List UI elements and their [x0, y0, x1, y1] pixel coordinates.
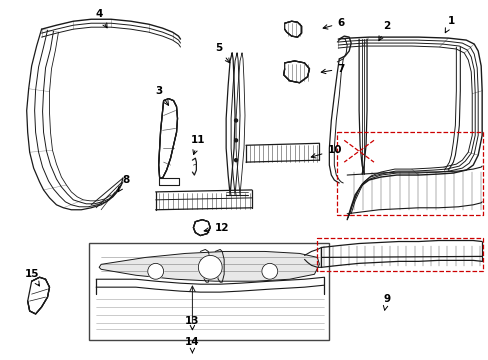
Circle shape — [234, 139, 237, 142]
Text: 15: 15 — [24, 269, 40, 286]
Text: 14: 14 — [185, 337, 199, 353]
Circle shape — [262, 264, 277, 279]
Bar — [89, 243, 328, 340]
Polygon shape — [193, 220, 210, 235]
Text: 11: 11 — [191, 135, 205, 154]
Text: 3: 3 — [155, 86, 168, 105]
Text: 4: 4 — [95, 9, 107, 28]
Circle shape — [147, 264, 163, 279]
Polygon shape — [158, 99, 177, 178]
Text: 2: 2 — [378, 21, 390, 41]
Circle shape — [234, 159, 237, 162]
Text: 12: 12 — [203, 222, 229, 233]
Polygon shape — [99, 251, 319, 281]
Text: 1: 1 — [445, 16, 454, 33]
Text: 13: 13 — [185, 316, 199, 330]
Text: 10: 10 — [310, 145, 341, 158]
Polygon shape — [28, 277, 49, 314]
Polygon shape — [283, 61, 309, 83]
Text: 9: 9 — [383, 294, 389, 310]
Text: 5: 5 — [215, 43, 229, 63]
Text: 8: 8 — [118, 175, 129, 192]
Text: 6: 6 — [323, 18, 344, 29]
Circle shape — [198, 255, 222, 279]
Polygon shape — [284, 21, 301, 37]
Circle shape — [234, 119, 237, 122]
Text: 7: 7 — [321, 64, 344, 74]
